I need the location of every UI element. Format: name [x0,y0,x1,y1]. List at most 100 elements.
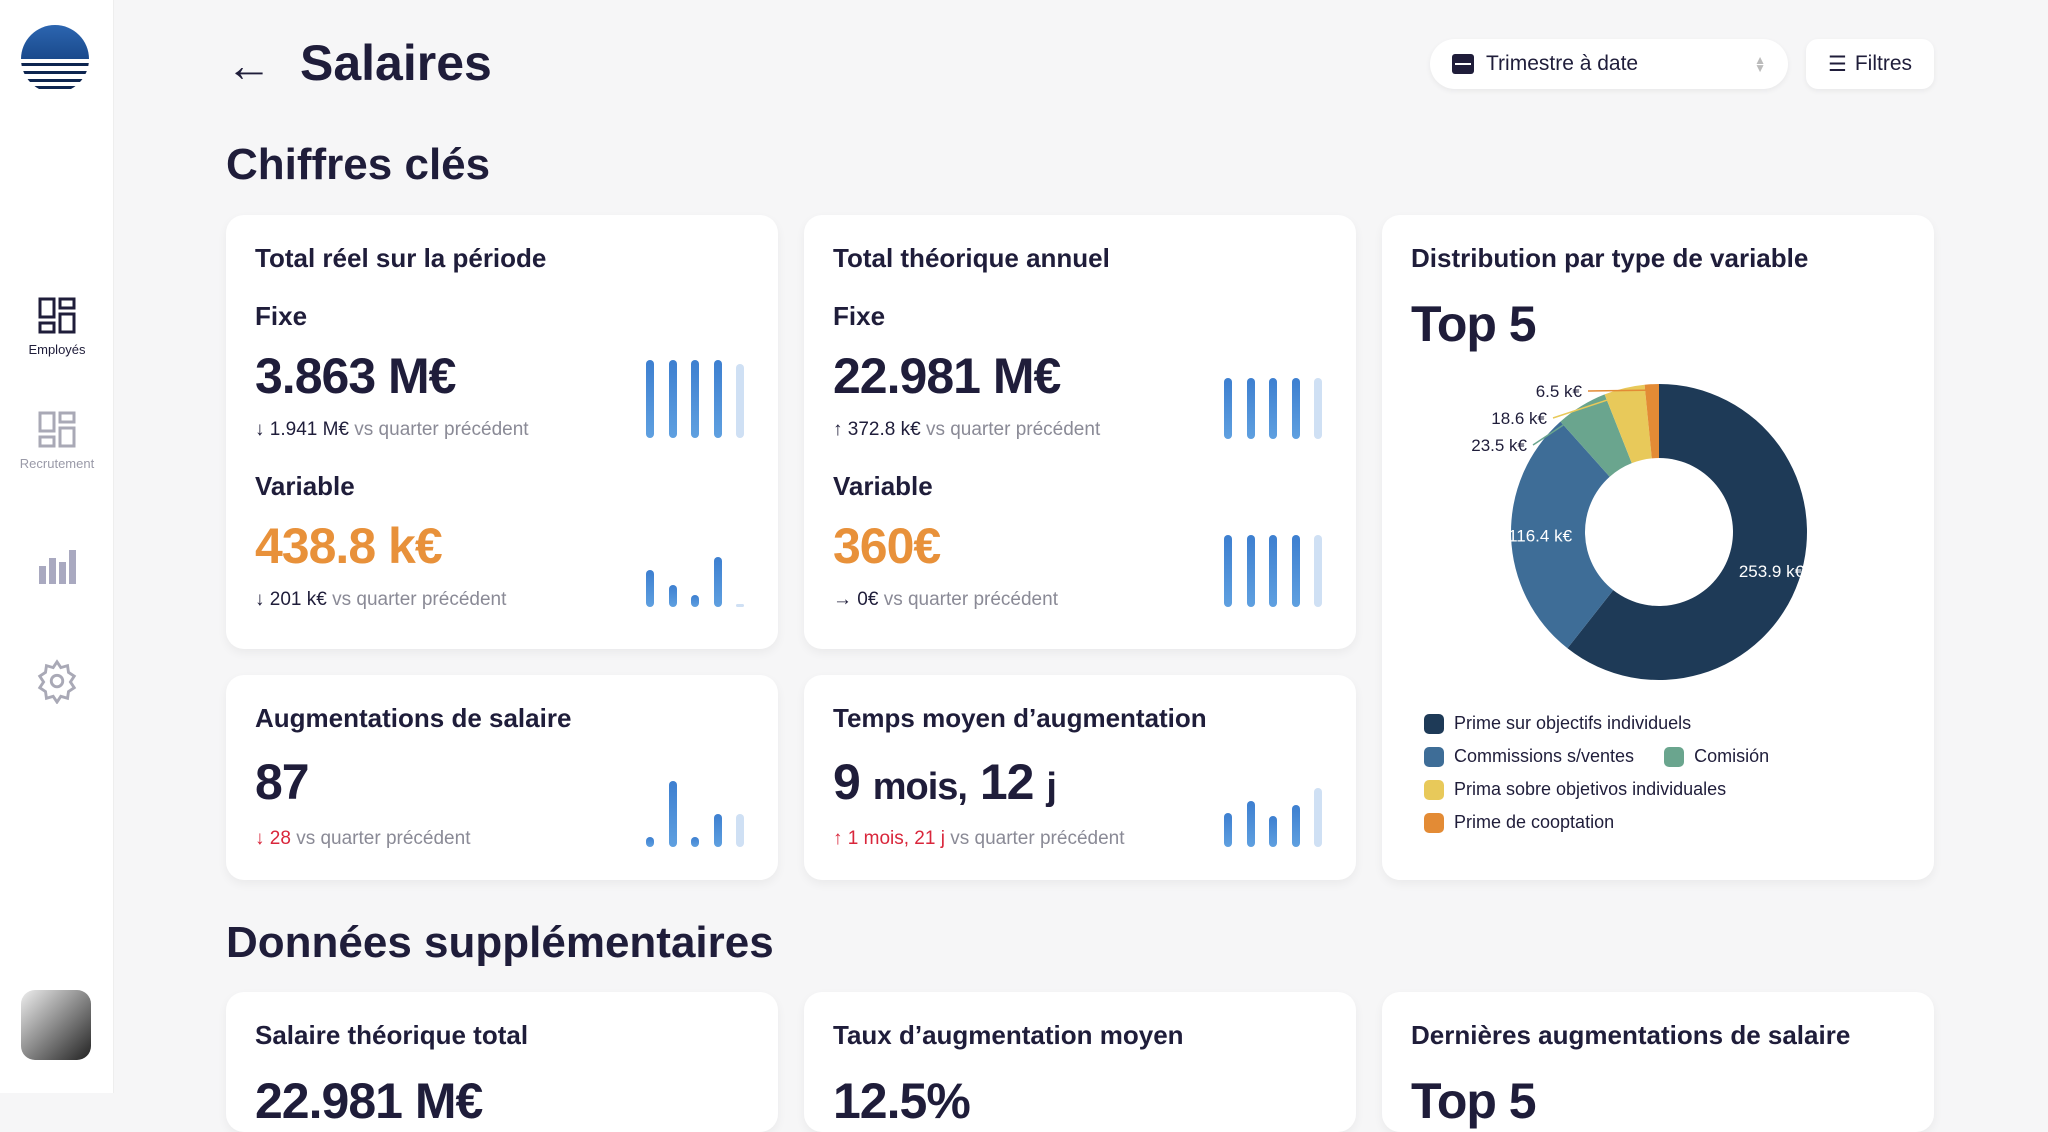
sidebar-item-label: Recrutement [19,456,95,471]
spark-bar [1224,535,1232,607]
dernieres-value: Top 5 [1411,1073,1537,1129]
temps-delta: ↑ 1 mois, 21 j vs quarter précédent [833,828,1125,849]
spark-bar [668,585,677,607]
donut-label: 18.6 k€ [1491,409,1547,428]
spark-bar [646,360,654,438]
salaire-theorique-value: 22.981 M€ [255,1073,483,1129]
spark-bar [1291,804,1300,847]
taux-value: 12.5% [833,1073,971,1129]
filter-icon: ☰ [1828,52,1847,76]
donut-label: 6.5 k€ [1536,382,1583,401]
app-logo[interactable] [21,25,89,93]
variable-sparkbars [646,545,744,607]
temps-sparkbars [1224,785,1322,847]
spark-bar [1224,378,1232,439]
card-taux-augmentation: Taux d’augmentation moyen 12.5% [804,992,1356,1132]
spark-bar [1291,378,1300,439]
variable-sparkbars [1224,535,1322,607]
fixe-value: 3.863 M€ [255,348,456,404]
donut-label: 23.5 k€ [1471,436,1527,455]
card-augmentations: Augmentations de salaire 87 ↓ 28 vs quar… [226,675,778,880]
filters-button[interactable]: ☰ Filtres [1806,39,1934,89]
donut-slice[interactable] [1567,384,1807,680]
spark-bar [1269,816,1277,847]
legend-item: Prima sobre objetivos individuales [1454,779,1727,799]
sidebar-item-label: Employés [28,342,86,357]
back-button[interactable]: ← [226,39,272,91]
fixe-delta: ↓ 1.941 M€ vs quarter précédent [255,419,529,440]
spark-bar [1314,378,1322,439]
donut-leader-line [1587,389,1653,392]
spark-bar [736,363,744,438]
fixe-label: Fixe [833,301,886,331]
augmentations-delta: ↓ 28 vs quarter précédent [255,828,471,849]
card-title: Distribution par type de variable [1411,243,1809,273]
spark-bar [1246,378,1255,439]
card-distribution: Distribution par type de variable Top 5 … [1382,215,1934,880]
section-title-extra: Données supplémentaires [226,918,774,967]
filters-label: Filtres [1854,52,1912,75]
gear-icon [37,659,77,704]
donut-slice[interactable] [1511,421,1614,649]
legend-item: Commissions s/ventes [1454,746,1635,766]
legend-item: Comisión [1694,746,1770,766]
spark-bar [1224,812,1232,847]
spark-bar [1314,788,1322,847]
sidebar-item-employes[interactable]: Employés [0,296,114,357]
dashboard-icon [38,297,76,334]
augmentations-sparkbars [646,781,744,847]
variable-value: 360€ [833,518,941,574]
card-title: Salaire théorique total [255,1020,529,1050]
card-salaire-theorique: Salaire théorique total 22.981 M€ [226,992,778,1132]
legend-swatch [1424,713,1444,734]
spark-bar [1246,800,1255,847]
legend-swatch [1424,812,1444,833]
variable-label: Variable [833,471,933,501]
spark-bar [1291,535,1300,607]
fixe-value: 22.981 M€ [833,348,1061,404]
legend-swatch [1424,746,1444,767]
card-title: Temps moyen d’augmentation [833,703,1207,733]
spark-bar [668,360,677,438]
sidebar-item-recrutement[interactable]: Recrutement [0,410,114,471]
period-select[interactable]: Trimestre à date ▲ ▼ [1430,39,1788,89]
card-title: Augmentations de salaire [255,703,572,733]
spark-bar [713,360,722,438]
donut-leader-line [1532,410,1585,446]
card-title: Taux d’augmentation moyen [833,1020,1184,1050]
donut-label: 253.9 k€ [1739,562,1805,581]
sidebar-item-settings[interactable] [0,658,114,710]
dashboard-icon [38,411,76,448]
spark-bar [713,814,722,847]
variable-delta: → 0€ vs quarter précédent [833,589,1058,610]
legend-swatch [1424,779,1444,800]
donut-label: 116.4 k€ [1508,527,1573,546]
chart-legend: Prime sur objectifs individuels Commissi… [1424,707,1769,839]
legend-swatch [1664,746,1685,767]
spark-bar [1269,378,1277,439]
sidebar-item-stats[interactable] [0,546,114,592]
fixe-sparkbars [1224,375,1322,439]
period-select-value: Trimestre à date [1486,52,1639,75]
page-title: Salaires [300,35,492,91]
fixe-sparkbars [646,360,744,438]
spark-bar [1314,535,1322,607]
card-temps-moyen: Temps moyen d’augmentation 9 mois, 12 j … [804,675,1356,880]
legend-item: Prime sur objectifs individuels [1454,713,1692,733]
donut-slice[interactable] [1644,384,1659,459]
augmentations-value: 87 [255,754,310,810]
fixe-label: Fixe [255,301,308,331]
calendar-icon [1452,54,1474,74]
donut-leader-line [1552,393,1626,419]
spark-bar [1269,535,1277,607]
spark-bar [736,814,744,847]
distribution-subtitle: Top 5 [1411,296,1537,352]
spark-bar [736,604,744,607]
spark-bar [668,781,677,847]
donut-slice[interactable] [1604,384,1652,464]
spark-bar [646,569,654,607]
variable-value: 438.8 k€ [255,518,443,574]
legend-item: Prime de cooptation [1454,812,1615,832]
card-total-reel: Total réel sur la période Fixe 3.863 M€ … [226,215,778,649]
user-avatar[interactable] [21,990,91,1060]
